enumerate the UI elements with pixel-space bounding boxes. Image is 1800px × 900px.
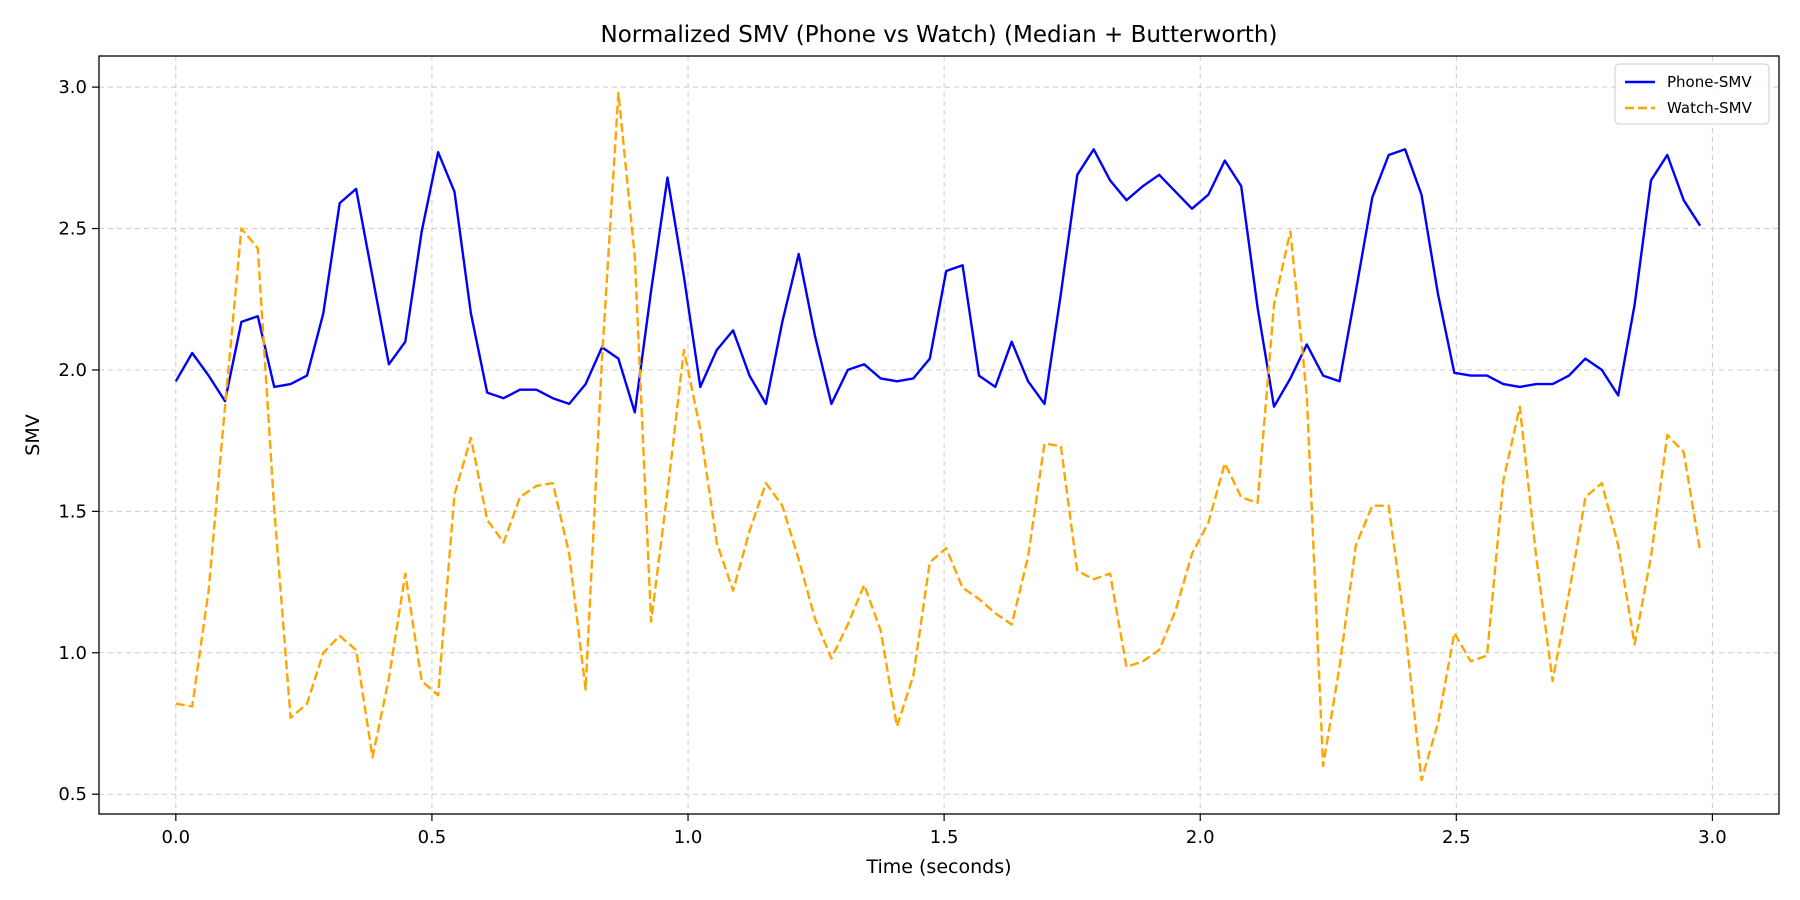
plot-frame (98, 55, 1780, 815)
x-axis-label: Time (seconds) (865, 856, 1011, 878)
chart-title: Normalized SMV (Phone vs Watch) (Median … (601, 22, 1278, 48)
y-tick-label: 2.0 (58, 360, 87, 381)
legend-label: Phone-SMV (1667, 73, 1752, 91)
x-tick-label: 0.5 (418, 827, 447, 848)
y-axis-label: SMV (22, 414, 44, 455)
y-tick-label: 2.5 (58, 219, 87, 240)
legend-label: Watch-SMV (1667, 99, 1753, 117)
legend: Phone-SMV Watch-SMV (1614, 63, 1770, 125)
x-tick-label: 1.0 (674, 827, 703, 848)
axes: 0.0 0.5 1.0 1.5 2.0 2.5 3.0 0.5 1.0 1.5 2.0 2.5 3.0 (58, 77, 1726, 848)
x-tick-label: 0.0 (162, 827, 191, 848)
x-tick-label: 2.0 (1186, 827, 1215, 848)
y-tick-label: 3.0 (58, 77, 87, 98)
series-layer (174, 91, 1702, 782)
series-line-phone-smv (174, 148, 1702, 414)
series-line-watch-smv (175, 91, 1702, 782)
x-tick-label: 1.5 (930, 827, 959, 848)
y-tick-label: 1.5 (58, 501, 87, 522)
x-tick-label: 3.0 (1698, 827, 1727, 848)
y-tick-label: 0.5 (58, 784, 87, 805)
x-tick-label: 2.5 (1442, 827, 1471, 848)
grid (99, 56, 1779, 814)
y-tick-label: 1.0 (58, 643, 87, 664)
